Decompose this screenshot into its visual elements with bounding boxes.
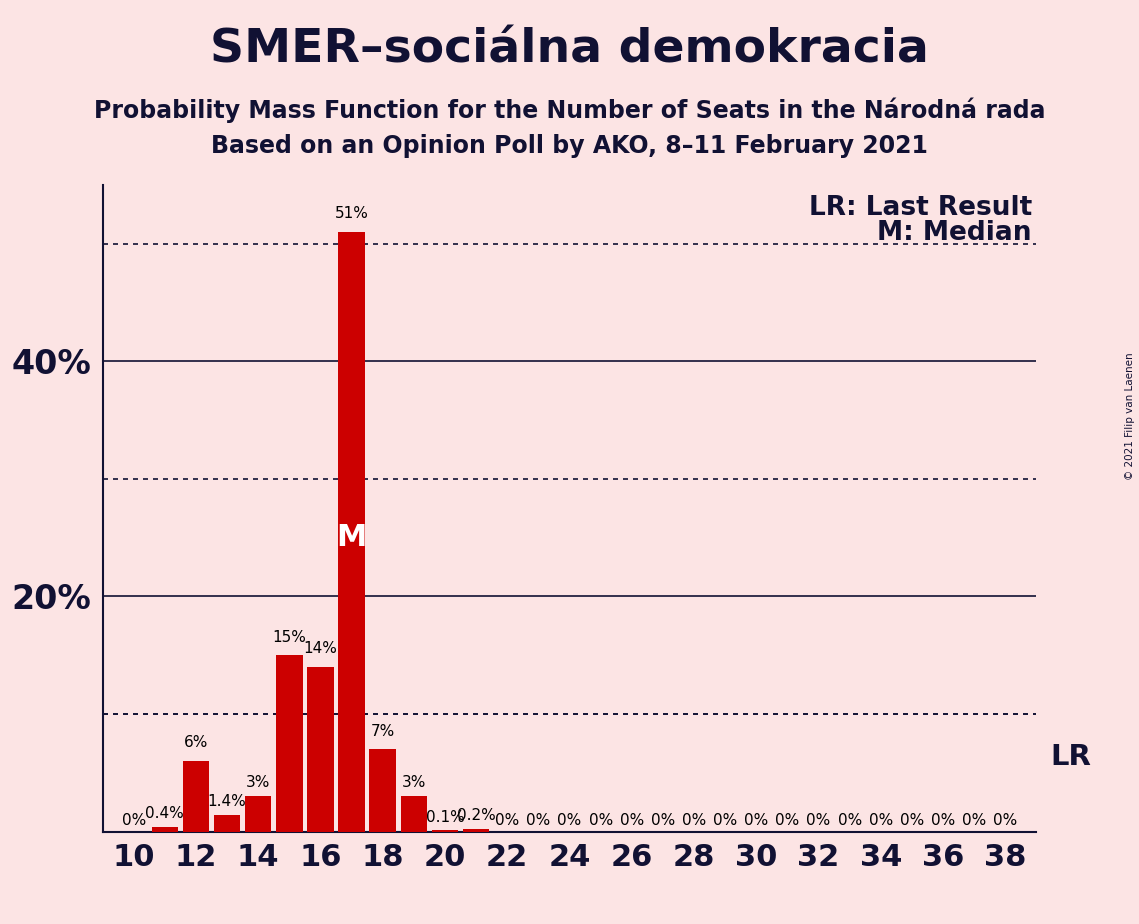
- Text: 0.1%: 0.1%: [426, 809, 465, 824]
- Bar: [401, 796, 427, 832]
- Text: LR: LR: [1050, 744, 1091, 772]
- Text: © 2021 Filip van Laenen: © 2021 Filip van Laenen: [1125, 352, 1134, 480]
- Bar: [151, 827, 178, 832]
- Bar: [338, 232, 364, 832]
- Text: SMER–sociálna demokracia: SMER–sociálna demokracia: [210, 28, 929, 73]
- Text: M: Median: M: Median: [877, 221, 1032, 247]
- Text: 0%: 0%: [682, 813, 706, 828]
- Bar: [369, 749, 396, 832]
- Text: 0.2%: 0.2%: [457, 808, 495, 823]
- Bar: [245, 796, 271, 832]
- Text: 0%: 0%: [837, 813, 862, 828]
- Text: M: M: [336, 523, 367, 553]
- Text: Based on an Opinion Poll by AKO, 8–11 February 2021: Based on an Opinion Poll by AKO, 8–11 Fe…: [211, 134, 928, 158]
- Text: 15%: 15%: [272, 629, 306, 645]
- Text: 3%: 3%: [246, 775, 270, 790]
- Text: 0%: 0%: [900, 813, 924, 828]
- Text: 0%: 0%: [869, 813, 893, 828]
- Text: 14%: 14%: [303, 641, 337, 656]
- Text: 1.4%: 1.4%: [207, 795, 246, 809]
- Text: 0%: 0%: [557, 813, 582, 828]
- Text: 0%: 0%: [526, 813, 550, 828]
- Text: 0.4%: 0.4%: [146, 806, 185, 821]
- Text: 0%: 0%: [806, 813, 830, 828]
- Bar: [462, 829, 490, 832]
- Text: LR: Last Result: LR: Last Result: [809, 194, 1032, 221]
- Bar: [182, 761, 210, 832]
- Bar: [308, 667, 334, 832]
- Text: 3%: 3%: [402, 775, 426, 790]
- Text: 0%: 0%: [931, 813, 956, 828]
- Bar: [214, 815, 240, 832]
- Text: 0%: 0%: [620, 813, 644, 828]
- Text: 0%: 0%: [744, 813, 769, 828]
- Text: 0%: 0%: [962, 813, 986, 828]
- Text: 6%: 6%: [183, 736, 208, 750]
- Text: 0%: 0%: [776, 813, 800, 828]
- Text: 51%: 51%: [335, 206, 369, 221]
- Bar: [276, 655, 303, 832]
- Bar: [432, 831, 458, 832]
- Text: 0%: 0%: [993, 813, 1017, 828]
- Text: 0%: 0%: [650, 813, 675, 828]
- Text: 7%: 7%: [370, 723, 395, 738]
- Text: 0%: 0%: [495, 813, 519, 828]
- Text: 0%: 0%: [713, 813, 737, 828]
- Text: 0%: 0%: [589, 813, 613, 828]
- Text: 0%: 0%: [122, 813, 146, 828]
- Text: Probability Mass Function for the Number of Seats in the Národná rada: Probability Mass Function for the Number…: [93, 97, 1046, 123]
